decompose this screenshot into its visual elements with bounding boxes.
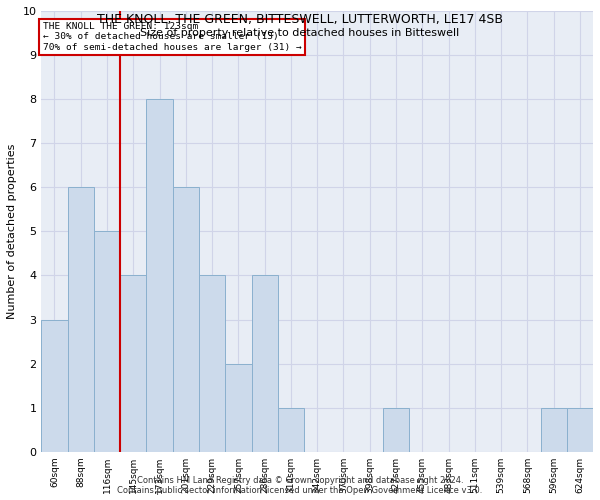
Bar xyxy=(68,188,94,452)
Text: THE KNOLL, THE GREEN, BITTESWELL, LUTTERWORTH, LE17 4SB: THE KNOLL, THE GREEN, BITTESWELL, LUTTER… xyxy=(97,12,503,26)
Bar xyxy=(173,188,199,452)
Bar xyxy=(199,276,225,452)
Bar xyxy=(120,276,146,452)
Bar xyxy=(225,364,251,452)
Bar xyxy=(251,276,278,452)
Bar xyxy=(567,408,593,452)
Bar xyxy=(541,408,567,452)
Bar xyxy=(383,408,409,452)
Bar xyxy=(41,320,68,452)
Bar xyxy=(146,99,173,452)
Text: Contains HM Land Registry data © Crown copyright and database right 2024.
Contai: Contains HM Land Registry data © Crown c… xyxy=(118,476,482,495)
Text: THE KNOLL THE GREEN: 123sqm
← 30% of detached houses are smaller (13)
70% of sem: THE KNOLL THE GREEN: 123sqm ← 30% of det… xyxy=(43,22,301,52)
Bar xyxy=(278,408,304,452)
Y-axis label: Number of detached properties: Number of detached properties xyxy=(7,144,17,319)
Text: Size of property relative to detached houses in Bitteswell: Size of property relative to detached ho… xyxy=(140,28,460,38)
Bar xyxy=(94,232,120,452)
